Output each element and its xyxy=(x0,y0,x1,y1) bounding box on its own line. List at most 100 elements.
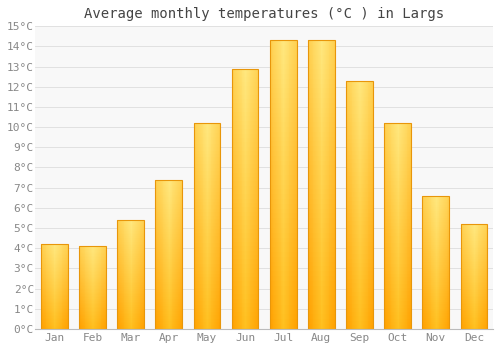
Bar xyxy=(135,256,136,258)
Bar xyxy=(80,319,81,321)
Bar xyxy=(136,276,137,278)
Bar xyxy=(358,246,360,250)
Bar xyxy=(128,280,129,282)
Bar xyxy=(120,278,121,280)
Bar xyxy=(242,312,244,316)
Bar xyxy=(79,256,80,257)
Bar xyxy=(58,289,59,291)
Bar xyxy=(169,312,170,314)
Bar xyxy=(202,171,203,175)
Bar xyxy=(168,247,169,249)
Bar xyxy=(476,287,478,289)
Bar xyxy=(310,84,312,89)
Bar xyxy=(486,313,488,315)
Bar xyxy=(326,166,328,170)
Bar xyxy=(404,198,405,202)
Bar xyxy=(95,289,96,290)
Bar xyxy=(138,224,140,225)
Bar xyxy=(284,64,285,69)
Bar xyxy=(274,199,276,204)
Bar xyxy=(205,205,206,209)
Bar xyxy=(368,201,370,205)
Bar xyxy=(460,268,462,270)
Bar xyxy=(50,317,51,319)
Bar xyxy=(89,246,90,247)
Bar xyxy=(397,240,398,243)
Bar xyxy=(237,277,238,281)
Bar xyxy=(366,292,368,296)
Bar xyxy=(397,161,398,164)
Bar xyxy=(295,74,296,79)
Bar xyxy=(486,248,488,250)
Bar xyxy=(168,319,169,321)
Bar xyxy=(217,305,218,308)
Bar xyxy=(98,254,99,256)
Bar xyxy=(52,251,54,253)
Bar xyxy=(392,181,393,185)
Bar xyxy=(167,252,168,254)
Bar xyxy=(482,248,483,250)
Bar xyxy=(354,81,355,85)
Bar xyxy=(393,284,394,288)
Bar xyxy=(254,130,255,134)
Bar xyxy=(422,269,424,271)
Bar xyxy=(270,117,271,122)
Bar xyxy=(428,262,430,265)
Bar xyxy=(215,308,216,312)
Bar xyxy=(175,219,176,222)
Bar xyxy=(314,319,315,324)
Bar xyxy=(134,234,135,236)
Bar xyxy=(314,189,315,194)
Bar xyxy=(482,296,483,298)
Bar xyxy=(202,181,203,185)
Bar xyxy=(403,216,404,219)
Bar xyxy=(406,192,408,195)
Bar xyxy=(426,273,427,276)
Bar xyxy=(441,251,442,253)
Bar xyxy=(180,307,182,309)
Bar xyxy=(88,289,89,290)
Bar xyxy=(81,289,82,290)
Bar xyxy=(346,89,347,93)
Bar xyxy=(199,278,200,281)
Bar xyxy=(159,247,160,249)
Bar xyxy=(246,246,247,251)
Bar xyxy=(279,290,280,295)
Bar xyxy=(400,284,402,288)
Bar xyxy=(245,242,246,246)
Bar xyxy=(403,230,404,233)
Bar xyxy=(332,261,333,266)
Bar xyxy=(82,264,83,266)
Bar xyxy=(434,280,435,282)
Bar xyxy=(89,257,90,259)
Bar xyxy=(294,314,295,319)
Bar xyxy=(161,262,162,264)
Bar xyxy=(388,284,389,288)
Bar xyxy=(481,245,482,247)
Bar xyxy=(330,194,331,199)
Bar xyxy=(328,266,330,271)
Bar xyxy=(436,307,438,309)
Bar xyxy=(424,242,425,245)
Bar xyxy=(410,175,411,178)
Bar xyxy=(199,161,200,164)
Bar xyxy=(426,207,427,209)
Bar xyxy=(202,253,203,257)
Bar xyxy=(129,322,130,323)
Bar xyxy=(292,98,293,103)
Bar xyxy=(315,252,316,257)
Bar xyxy=(161,217,162,219)
Bar xyxy=(394,192,395,195)
Bar xyxy=(164,217,166,219)
Bar xyxy=(120,260,121,262)
Bar xyxy=(279,276,280,281)
Bar xyxy=(246,160,247,164)
Bar xyxy=(84,249,86,250)
Bar xyxy=(176,324,177,327)
Bar xyxy=(365,259,366,263)
Bar xyxy=(94,325,95,326)
Bar xyxy=(396,236,397,240)
Bar xyxy=(372,238,373,242)
Bar xyxy=(176,309,177,312)
Bar xyxy=(318,103,320,108)
